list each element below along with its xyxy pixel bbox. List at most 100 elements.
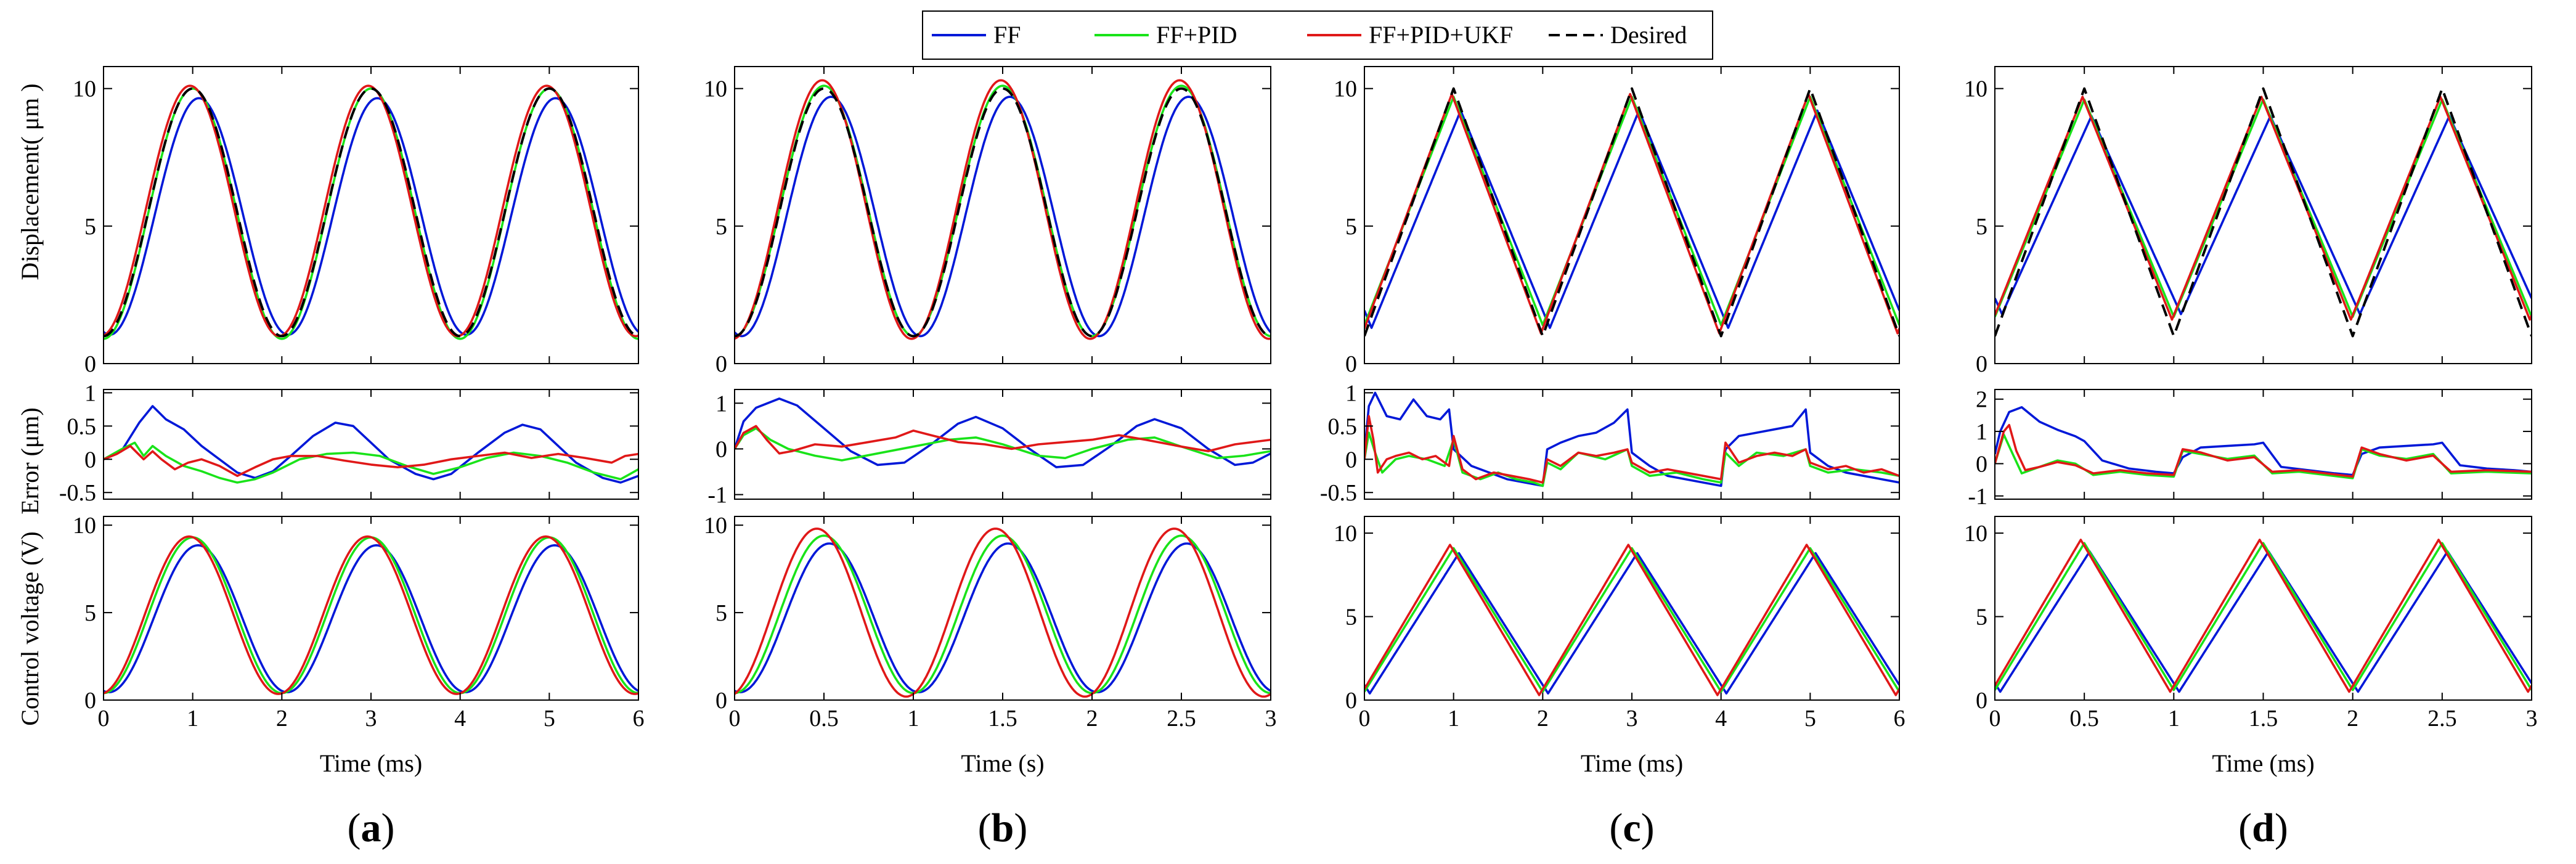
y-tick-label: 10 [1334, 76, 1357, 102]
y-tick-label: 10 [704, 76, 727, 102]
series-ff-pid-ukf-line [1364, 415, 1899, 484]
x-tick-label: 3 [2526, 706, 2538, 732]
series-group [1364, 87, 1899, 338]
y-tick-label: 0 [84, 447, 96, 473]
y-tick-label: 10 [73, 513, 96, 539]
x-tick-label: 4 [1715, 706, 1727, 732]
series-desired-line [1364, 87, 1899, 338]
series-group [1364, 544, 1899, 696]
axes-error: -1 0 1 2 [1968, 387, 2532, 510]
y-axis-labels: Displacement( μm ) Error (μm) Control vo… [16, 83, 44, 725]
x-tick-label: 0 [1989, 706, 2001, 732]
y-tick-label: 0 [715, 436, 727, 462]
series-ff-pid-line [735, 84, 1271, 338]
x-tick-label: 3 [1626, 706, 1638, 732]
x-tick-label: 0 [729, 706, 741, 732]
ylabel-error: Error (μm) [16, 407, 44, 515]
series-ff-pid-line [1364, 547, 1899, 693]
x-tick-label: 1.5 [2249, 706, 2278, 732]
axes-displacement: 0 5 10 [1334, 66, 1900, 377]
x-tick-label: 2 [276, 706, 288, 732]
series-desired-line [104, 87, 638, 338]
legend-label: FF+PID [1156, 21, 1237, 49]
series-ff-line [104, 97, 638, 336]
x-tick-label: 2.5 [1167, 706, 1196, 732]
series-desired-line [735, 87, 1271, 338]
axes-voltage: 0 5 10 0 1 2 3 4 5 6 [73, 513, 645, 732]
series-ff-pid-ukf-line [1995, 539, 2532, 693]
series-ff-line [735, 542, 1271, 693]
series-group [1995, 539, 2532, 693]
panel-label: (c) [1609, 805, 1654, 850]
y-tick-label: -0.5 [1320, 480, 1357, 506]
y-tick-label: 0 [84, 688, 96, 714]
panel-d: 0 5 10 -1 0 1 2 0 5 10 0 0.5 1 1.5 2 2.5 3 Time (ms) (d) [1964, 66, 2538, 850]
series-ff-line [104, 544, 638, 693]
axes-error: -1 0 1 [707, 389, 1271, 508]
x-tick-label: 1.5 [988, 706, 1017, 732]
y-tick-label: 5 [715, 600, 727, 626]
y-tick-label: 5 [715, 214, 727, 240]
x-tick-label: 1 [1448, 706, 1459, 732]
x-tick-label: 6 [633, 706, 645, 732]
y-tick-label: -1 [707, 483, 727, 508]
y-tick-label: 1 [715, 391, 727, 417]
series-ff-line [735, 96, 1271, 338]
y-tick-label: 0 [1976, 688, 1987, 714]
series-ff-line [1995, 550, 2532, 693]
ylabel-displacement: Displacement( μm ) [16, 83, 44, 280]
x-tick-label: 1 [2168, 706, 2180, 732]
x-tick-label: 2.5 [2427, 706, 2457, 732]
x-tick-label: 0 [1359, 706, 1371, 732]
x-tick-label: 2 [2347, 706, 2358, 732]
y-tick-label: 10 [1964, 76, 1987, 102]
axes-voltage: 0 5 10 0 0.5 1 1.5 2 2.5 3 [1964, 516, 2538, 732]
series-ff-pid-ukf-line [1995, 423, 2532, 478]
axes-voltage: 0 5 10 0 0.5 1 1.5 2 2.5 3 [704, 513, 1277, 732]
x-tick-label: 5 [1804, 706, 1816, 732]
series-group [1995, 87, 2532, 338]
series-group [735, 528, 1271, 698]
series-ff-line [1364, 391, 1899, 487]
y-tick-label: 0 [1345, 688, 1357, 714]
x-tick-label: 4 [454, 706, 466, 732]
series-ff-pid-ukf-line [104, 444, 638, 477]
series-group [735, 397, 1271, 468]
series-group [104, 84, 638, 340]
axes-frame [734, 66, 1271, 364]
series-ff-pid-line [735, 534, 1271, 695]
axes-frame [1364, 516, 1900, 701]
x-tick-label: 0.5 [809, 706, 839, 732]
y-tick-label: 10 [73, 76, 96, 102]
panel-label: (a) [348, 805, 395, 850]
series-desired-line [1995, 87, 2532, 338]
y-tick-label: 1 [1345, 380, 1357, 406]
x-tick-label: 1 [187, 706, 198, 732]
series-ff-pid-ukf-line [735, 425, 1271, 455]
ylabel-voltage: Control voltage (V) [16, 531, 44, 726]
y-tick-label: 5 [1345, 605, 1357, 630]
axes-error: -0.5 0 0.5 1 [59, 380, 639, 506]
series-group [735, 79, 1271, 340]
x-axis-label: Time (ms) [2212, 749, 2314, 777]
y-tick-label: 0 [1345, 351, 1357, 377]
legend-label: FF+PID+UKF [1369, 21, 1513, 49]
series-ff-line [735, 397, 1271, 468]
y-tick-label: 0 [715, 688, 727, 714]
series-ff-pid-line [1364, 96, 1899, 327]
x-tick-label: 3 [365, 706, 377, 732]
series-ff-line [1364, 109, 1899, 329]
y-tick-label: 0 [1976, 351, 1987, 377]
series-group [104, 405, 638, 484]
series-ff-pid-ukf-line [1995, 96, 2532, 321]
series-ff-line [1364, 552, 1899, 695]
series-ff-line [104, 405, 638, 484]
y-tick-label: 0.5 [67, 414, 97, 439]
series-ff-pid-line [104, 441, 638, 484]
series-group [1995, 406, 2532, 479]
y-tick-label: 5 [1976, 605, 1987, 630]
x-axis-label: Time (s) [961, 749, 1044, 777]
axes-voltage: 0 5 10 0 1 2 3 4 5 6 [1334, 516, 1906, 732]
y-tick-label: -1 [1968, 484, 1987, 510]
